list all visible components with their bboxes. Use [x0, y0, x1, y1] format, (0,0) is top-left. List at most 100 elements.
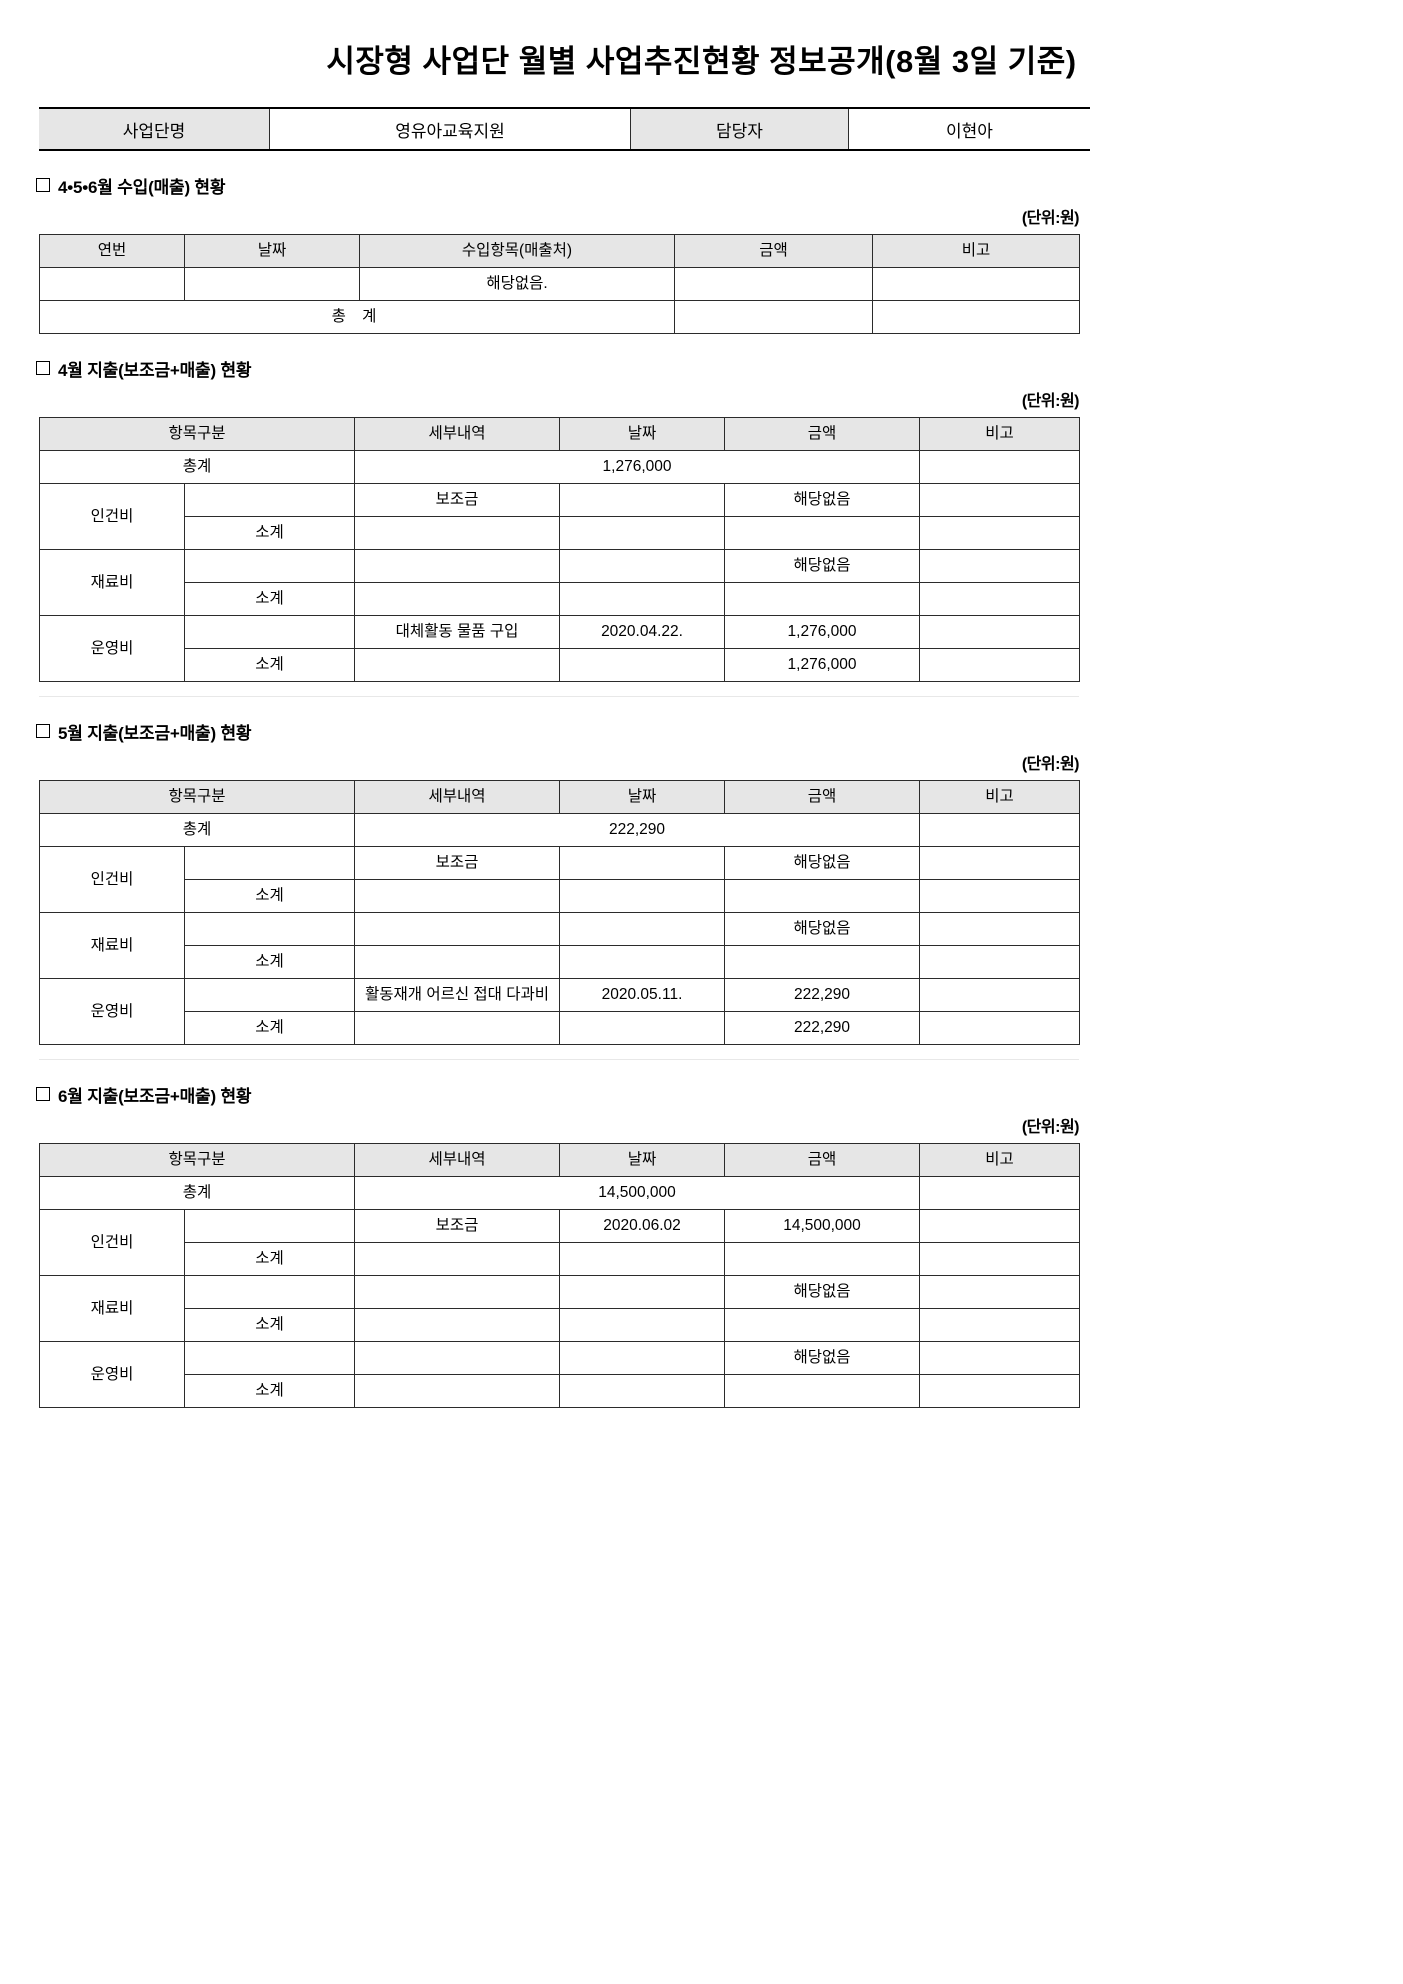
expense-date: 2020.04.22. [559, 615, 726, 649]
expense-category-blank [183, 615, 356, 649]
expense-amount: 해당없음 [724, 483, 921, 517]
expense-col-note: 비고 [919, 1143, 1081, 1177]
expense-category-blank [183, 483, 356, 517]
expense-subtotal-note [919, 648, 1081, 682]
expense-col-amount: 금액 [724, 1143, 921, 1177]
expense-date [559, 549, 726, 583]
expense-note [919, 549, 1081, 583]
expense-amount: 해당없음 [724, 1275, 921, 1309]
income-cell-date [184, 267, 360, 301]
expense-table: 항목구분 세부내역 날짜 금액 비고 총계 222,290 인건비 보조금 해당없음 소계 재료비 해당… [38, 780, 1081, 1045]
info-value-manager: 이현아 [848, 107, 1090, 151]
expense-detail: 보조금 [354, 1209, 561, 1243]
expense-col-amount: 금액 [724, 417, 921, 451]
expense-sections: 4월 지출(보조금+매출) 현황 (단위:원) 항목구분 세부내역 날짜 금액 비고 총계 1,… [0, 356, 1403, 1408]
expense-section-heading-text: 4월 지출(보조금+매출) 현황 [58, 361, 252, 380]
expense-detail-row: 인건비 보조금 해당없음 [39, 846, 1081, 913]
expense-detail-row: 재료비 해당없음 [39, 912, 1081, 979]
expense-date [559, 1275, 726, 1309]
income-section-heading-text: 4•5•6월 수입(매출) 현황 [58, 178, 226, 197]
expense-subtotal-label: 소계 [183, 648, 356, 682]
expense-subtotal-amount [724, 945, 921, 979]
expense-subtotal-label: 소계 [183, 945, 356, 979]
expense-category-blank [183, 978, 356, 1012]
expense-subtotal-note [919, 879, 1081, 913]
expense-detail-row: 재료비 해당없음 [39, 549, 1081, 616]
expense-amount: 해당없음 [724, 912, 921, 946]
expense-note [919, 1341, 1081, 1375]
expense-date [559, 912, 726, 946]
expense-detail-row: 인건비 보조금 해당없음 [39, 483, 1081, 550]
expense-subtotal-row: 소계 1,276,000 [40, 648, 1081, 682]
expense-subtotal-amount [724, 582, 921, 616]
expense-detail-row: 운영비 활동재개 어르신 접대 다과비 2020.05.11. 222,290 [39, 978, 1081, 1045]
income-cell-note [872, 267, 1080, 301]
expense-subtotal-date [559, 582, 726, 616]
info-value-org: 영유아교육지원 [269, 107, 631, 151]
checkbox-icon [36, 178, 50, 192]
income-cell-item: 해당없음. [359, 267, 675, 301]
income-col-note: 비고 [872, 234, 1080, 268]
expense-col-date: 날짜 [559, 780, 726, 814]
expense-subtotal-amount [724, 1374, 921, 1408]
expense-note [919, 978, 1081, 1012]
expense-total-label: 총계 [38, 450, 356, 484]
income-table-header-row: 연번 날짜 수입항목(매출처) 금액 비고 [39, 234, 1080, 268]
section-divider [39, 696, 1079, 697]
expense-detail-row: 재료비 해당없음 [39, 1275, 1081, 1342]
expense-subtotal-date [559, 1308, 726, 1342]
expense-total-amount: 1,276,000 [354, 450, 921, 484]
expense-subtotal-date [559, 1242, 726, 1276]
expense-col-detail: 세부내역 [354, 1143, 561, 1177]
info-row: 사업단명 영유아교육지원 담당자 이현아 [39, 107, 1090, 151]
expense-date [559, 846, 726, 880]
expense-category-name: 재료비 [39, 912, 185, 979]
expense-subtotal-date [559, 879, 726, 913]
expense-table-header-row: 항목구분 세부내역 날짜 금액 비고 [38, 1143, 1081, 1177]
expense-subtotal-detail [354, 945, 561, 979]
checkbox-icon [36, 724, 50, 738]
expense-category-blank [183, 1341, 356, 1375]
expense-subtotal-detail [354, 516, 561, 550]
expense-total-label: 총계 [38, 1176, 356, 1210]
expense-amount: 해당없음 [724, 549, 921, 583]
expense-subtotal-label: 소계 [183, 516, 356, 550]
expense-subtotal-row: 소계 [40, 582, 1081, 616]
expense-subtotal-row: 소계 [40, 879, 1081, 913]
expense-note [919, 615, 1081, 649]
income-col-date: 날짜 [184, 234, 360, 268]
expense-total-note [919, 450, 1081, 484]
expense-subtotal-note [919, 1308, 1081, 1342]
expense-subtotal-detail [354, 1242, 561, 1276]
expense-detail-row: 운영비 대체활동 물품 구입 2020.04.22. 1,276,000 [39, 615, 1081, 682]
expense-subtotal-row: 소계 [40, 516, 1081, 550]
expense-subtotal-note [919, 945, 1081, 979]
expense-unit-note: (단위:원) [1021, 756, 1080, 773]
section-divider [39, 1059, 1079, 1060]
expense-section: 5월 지출(보조금+매출) 현황 (단위:원) 항목구분 세부내역 날짜 금액 비고 총계 22… [0, 719, 1403, 1060]
expense-amount: 1,276,000 [724, 615, 921, 649]
income-col-no: 연번 [39, 234, 185, 268]
income-col-amount: 금액 [674, 234, 873, 268]
expense-table-header-row: 항목구분 세부내역 날짜 금액 비고 [38, 417, 1081, 451]
expense-section-heading-text: 6월 지출(보조금+매출) 현황 [58, 1087, 252, 1106]
expense-subtotal-row: 소계 [40, 1242, 1081, 1276]
expense-detail [354, 912, 561, 946]
expense-category-name: 재료비 [39, 1275, 185, 1342]
expense-subtotal-note [919, 516, 1081, 550]
expense-amount: 222,290 [724, 978, 921, 1012]
expense-col-category: 항목구분 [38, 1143, 356, 1177]
expense-category-blank [183, 912, 356, 946]
expense-total-amount: 14,500,000 [354, 1176, 921, 1210]
expense-detail: 대체활동 물품 구입 [354, 615, 561, 649]
expense-col-note: 비고 [919, 417, 1081, 451]
expense-subtotal-row: 소계 222,290 [40, 1011, 1081, 1045]
expense-date [559, 483, 726, 517]
expense-amount: 14,500,000 [724, 1209, 921, 1243]
expense-table: 항목구분 세부내역 날짜 금액 비고 총계 14,500,000 인건비 보조금 2020.06.… [38, 1143, 1081, 1408]
expense-detail: 활동재개 어르신 접대 다과비 [354, 978, 561, 1012]
expense-subtotal-row: 소계 [40, 1308, 1081, 1342]
expense-table: 항목구분 세부내역 날짜 금액 비고 총계 1,276,000 인건비 보조금 해당없음 소계 재료비… [38, 417, 1081, 682]
income-col-item: 수입항목(매출처) [359, 234, 675, 268]
expense-total-label: 총계 [38, 813, 356, 847]
